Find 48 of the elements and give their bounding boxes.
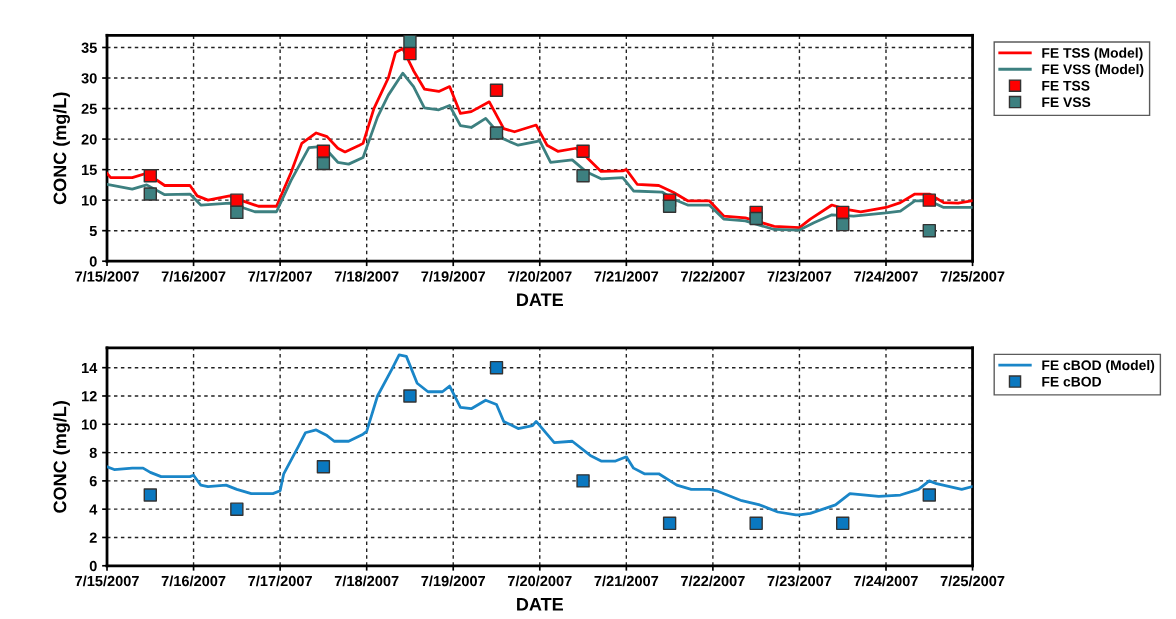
x-tick-label: 7/20/2007 [507,575,572,587]
x-tick-label: 7/20/2007 [507,270,572,282]
y-tick-label: 30 [81,73,97,84]
y-tick-label: 10 [81,195,97,206]
x-tick-label: 7/17/2007 [248,270,312,282]
x-tick-label: 7/23/2007 [767,575,832,587]
y-tick-label: 35 [81,42,97,53]
y-tick-label: 10 [81,419,97,430]
x-tick-label: 7/22/2007 [681,575,745,587]
x-tick-label: 7/24/2007 [854,575,918,587]
x-tick-label: 7/23/2007 [767,270,832,282]
y-tick-label: 4 [89,504,98,515]
y-axis-title: CONC (mg/L) [53,401,70,513]
y-axis-title: CONC (mg/L) [53,92,70,205]
y-tick-label: 14 [81,362,98,373]
x-tick-label: 7/18/2007 [334,575,399,587]
x-tick-label: 7/15/2007 [75,270,139,282]
y-tick-label: 15 [81,164,97,176]
x-tick-label: 7/21/2007 [594,270,659,282]
x-tick-label: 7/19/2007 [421,575,486,587]
legend-label: FE cBOD [1042,376,1102,387]
y-tick-label: 12 [81,391,97,402]
x-axis-title: DATE [517,598,563,611]
x-tick-label: 7/18/2007 [334,270,399,282]
legend-label: FE VSS (Model) [1042,64,1144,77]
legend-label: FE TSS [1042,80,1090,91]
y-tick-label: 25 [81,103,97,114]
x-tick-label: 7/21/2007 [594,575,659,587]
legend-label: FE TSS (Model) [1042,47,1143,61]
x-tick-label: 7/22/2007 [681,270,745,282]
x-tick-label: 7/25/2007 [940,270,1005,282]
legend-label: FE cBOD (Model) [1042,359,1155,373]
y-tick-label: 20 [81,134,97,145]
x-tick-label: 7/16/2007 [161,575,226,587]
legend-label: FE VSS [1042,97,1091,108]
y-tick-label: 0 [89,560,97,572]
x-tick-label: 7/24/2007 [854,270,918,282]
x-tick-label: 7/19/2007 [421,270,486,282]
y-tick-label: 8 [89,447,97,459]
y-tick-label: 5 [89,225,97,237]
x-tick-label: 7/25/2007 [940,575,1005,587]
x-axis-title: DATE [517,293,563,306]
x-tick-label: 7/15/2007 [75,575,139,587]
y-tick-label: 2 [89,532,97,543]
x-tick-label: 7/17/2007 [248,575,312,587]
y-tick-label: 0 [89,256,97,267]
x-tick-label: 7/16/2007 [161,270,226,282]
y-tick-label: 6 [89,475,97,487]
